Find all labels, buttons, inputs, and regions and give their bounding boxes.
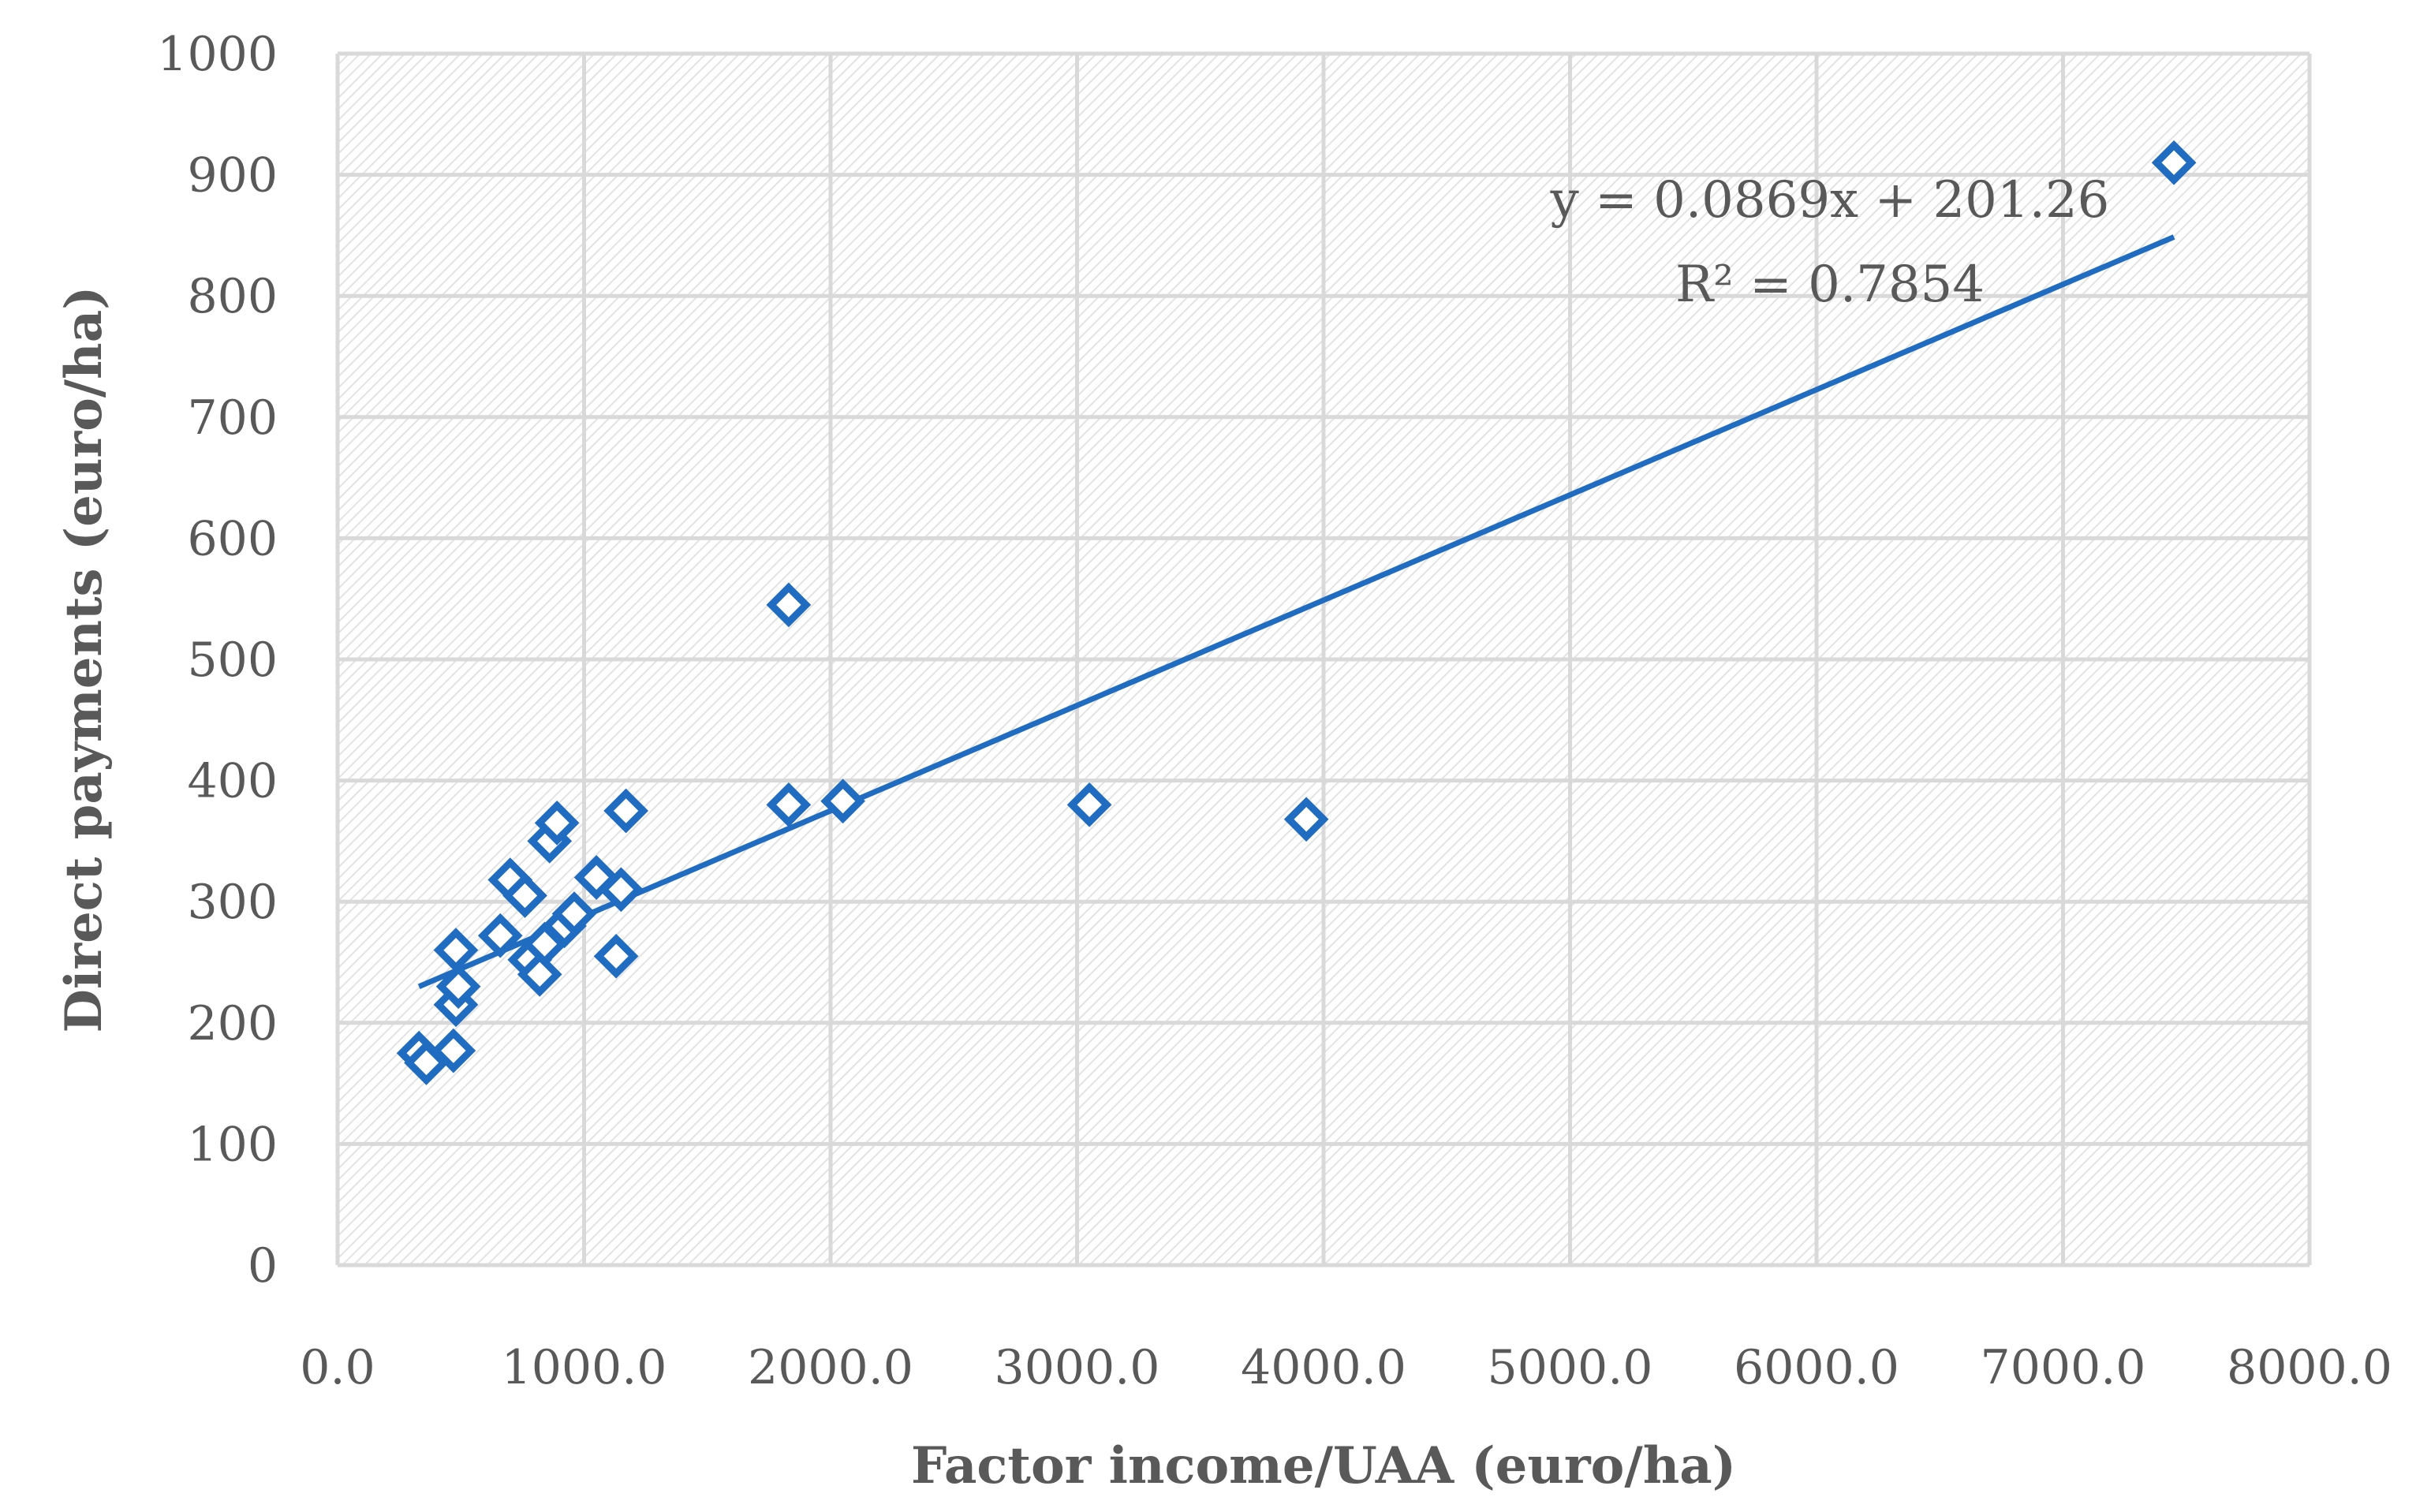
x-tick-label: 4000.0 — [1241, 1340, 1406, 1395]
x-tick-label: 8000.0 — [2227, 1340, 2392, 1395]
trendline-equation: y = 0.0869x + 201.26 — [1550, 171, 2110, 230]
y-tick-label: 100 — [187, 1117, 278, 1172]
y-tick-label: 300 — [187, 875, 278, 930]
x-tick-label: 6000.0 — [1734, 1340, 1899, 1395]
data-point-23 — [1066, 782, 1112, 827]
y-tick-label: 600 — [187, 511, 278, 566]
y-tick-label: 800 — [187, 269, 278, 324]
data-point-21 — [766, 782, 812, 827]
data-point-6 — [477, 913, 523, 958]
trendline-r-squared: R² = 0.7854 — [1675, 256, 1985, 314]
data-point-22 — [820, 778, 865, 824]
data-point-19 — [603, 788, 648, 834]
y-tick-label: 500 — [187, 633, 278, 688]
data-point-13 — [534, 800, 580, 846]
x-tick-label: 3000.0 — [995, 1340, 1160, 1395]
gridlines — [335, 51, 2312, 1267]
data-point-15 — [551, 891, 597, 936]
y-tick-label: 1000 — [157, 27, 278, 82]
data-points — [396, 140, 2197, 1085]
y-axis-ticks: 0 100 200 300 400 500 600 700 800 900 1000 — [157, 27, 278, 1294]
y-tick-label: 0 — [248, 1238, 278, 1294]
data-point-8 — [502, 873, 547, 918]
y-tick-label: 900 — [187, 148, 278, 203]
x-tick-label: 0.0 — [300, 1340, 375, 1395]
x-tick-label: 5000.0 — [1488, 1340, 1653, 1395]
data-point-10 — [517, 951, 562, 997]
y-tick-label: 200 — [187, 996, 278, 1051]
y-tick-label: 700 — [187, 390, 278, 446]
x-tick-label: 7000.0 — [1981, 1340, 2146, 1395]
data-point-5 — [433, 928, 479, 973]
trendline — [417, 234, 2175, 990]
data-point-2 — [431, 1028, 476, 1073]
x-axis-title: Factor income/UAA (euro/ha) — [911, 1436, 1736, 1495]
data-point-24 — [1283, 797, 1329, 842]
data-point-25 — [2151, 140, 2197, 185]
data-point-20 — [766, 582, 812, 628]
trendline-layer — [417, 234, 2175, 990]
x-tick-label: 1000.0 — [502, 1340, 667, 1395]
x-axis-ticks: 0.0 1000.0 2000.0 3000.0 4000.0 5000.0 6000.0 7… — [300, 1340, 2392, 1395]
y-tick-label: 400 — [187, 754, 278, 809]
data-point-17 — [593, 933, 639, 979]
data-point-4 — [435, 964, 481, 1010]
y-axis-title: Direct payments (euro/ha) — [54, 286, 114, 1033]
x-tick-label: 2000.0 — [748, 1340, 913, 1395]
data-point-18 — [599, 867, 644, 913]
